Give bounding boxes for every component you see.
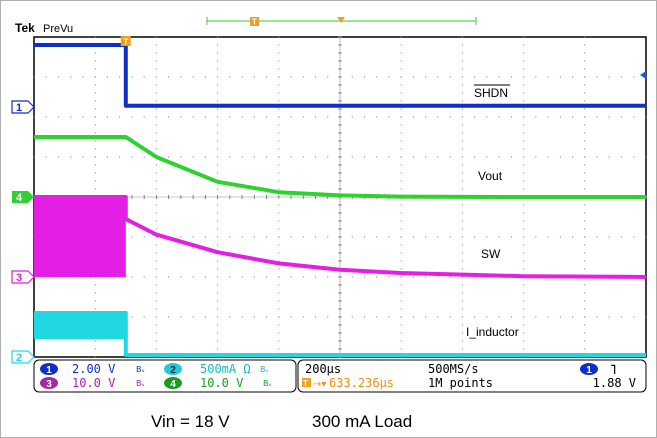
ch4-ground-marker: 4 [12,191,34,204]
trigger-level-arrow-icon [640,71,646,79]
label-sw: SW [481,247,501,261]
ch2-ground-marker: 2 [11,350,35,364]
ch1-scale: 2.00 V [72,362,115,376]
ch3-scale: 10.0 V [72,376,115,390]
label-i-inductor: I_inductor [466,325,519,339]
trigger-position-marker: T [120,36,131,47]
label-vout: Vout [478,169,503,183]
trigger-level: 1.88 V [593,376,636,390]
trace-i-inductor [34,311,646,357]
svg-text:3: 3 [16,272,22,284]
caption-vin: Vin = 18 V [151,412,230,431]
ch1-bw-icon: Bᵥ [136,365,145,374]
ch3-readout: 3 10.0 V Bᵥ [40,376,145,390]
svg-text:3: 3 [46,379,52,390]
scope-readout: 1 2.00 V Bᵥ 3 10.0 V Bᵥ 2 500mA Ω Bᵥ 4 1… [33,359,647,393]
brand-label: Tek [15,21,35,35]
svg-text:T: T [303,379,308,388]
ch3-ground-marker: 3 [11,270,35,284]
svg-text:2: 2 [170,365,176,376]
trigger-pos-icon [302,378,311,387]
svg-text:1: 1 [16,102,22,114]
svg-text:T: T [123,38,128,47]
record-view-bar: T [206,17,477,27]
label-shdn: SHDN [474,86,508,100]
trace-sw [34,195,647,279]
svg-text:4: 4 [170,379,176,390]
trigger-source-badge: 1 [580,363,598,376]
channel-markers: 1 4 3 2 [11,100,35,364]
caption-load: 300 mA Load [312,412,413,431]
trace-vout [34,135,646,199]
expansion-point-icon [337,17,345,23]
waveform-traces [34,43,647,357]
ch2-bw-icon: Bᵥ [260,365,269,374]
trigger-slope-icon: ˥ [610,363,617,378]
ch4-bw-icon: Bᵥ [263,379,272,388]
ch4-readout: 4 10.0 V Bᵥ [164,376,272,390]
ch2-readout: 2 500mA Ω Bᵥ [164,362,269,376]
ch3-bw-icon: Bᵥ [136,379,145,388]
sample-rate: 500MS/s [428,362,479,376]
trace-shdn [34,43,646,108]
ch1-readout: 1 2.00 V Bᵥ [40,362,145,376]
trace-labels: SHDN Vout SW I_inductor [466,84,519,339]
record-trigger-marker: T [252,18,257,27]
svg-text:→▾: →▾ [313,379,326,390]
trigger-position-value: 633.236µs [329,376,394,390]
svg-text:4: 4 [16,192,23,204]
ch4-scale: 10.0 V [200,376,243,390]
svg-text:1: 1 [586,365,592,376]
mode-label: PreVu [43,23,73,35]
ch2-scale: 500mA Ω [200,362,251,376]
svg-text:2: 2 [16,352,22,364]
ch1-ground-marker: 1 [11,100,35,114]
timebase: 200µs [305,362,341,376]
svg-text:1: 1 [46,365,52,376]
record-length: 1M points [428,376,493,390]
